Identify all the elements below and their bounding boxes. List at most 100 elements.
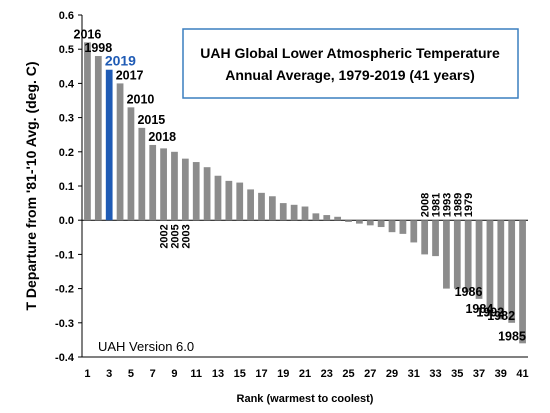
x-tick-label: 21 bbox=[299, 368, 311, 380]
bar-rank-30 bbox=[399, 220, 407, 234]
x-axis-label: Rank (warmest to coolest) bbox=[237, 393, 374, 405]
x-tick-label: 9 bbox=[171, 368, 177, 380]
bar-rank-28 bbox=[377, 220, 385, 228]
x-tick-label: 31 bbox=[408, 368, 420, 380]
version-annotation: UAH Version 6.0 bbox=[98, 339, 194, 354]
x-tick-label: 39 bbox=[495, 368, 507, 380]
bar-rank-32 bbox=[421, 220, 429, 255]
y-tick-label: -0.2 bbox=[55, 284, 74, 296]
bar-rank-29 bbox=[388, 220, 396, 233]
year-label-2019: 2019 bbox=[105, 53, 136, 69]
x-tick-label: 17 bbox=[255, 368, 267, 380]
axes bbox=[78, 14, 528, 358]
y-tick-label: -0.3 bbox=[55, 318, 74, 330]
x-tick-label: 13 bbox=[212, 368, 224, 380]
year-label-1993: 1993 bbox=[441, 193, 453, 217]
bar-rank-15 bbox=[236, 182, 244, 221]
bar-rank-39 bbox=[497, 220, 505, 320]
y-tick-label: 0.1 bbox=[59, 181, 74, 193]
year-label-2010: 2010 bbox=[127, 92, 155, 106]
x-tick-label: 5 bbox=[128, 368, 134, 380]
x-tick-label: 23 bbox=[321, 368, 333, 380]
x-tick-label: 7 bbox=[150, 368, 156, 380]
bar-rank-1 bbox=[84, 42, 91, 221]
bar-rank-4 bbox=[116, 83, 124, 221]
year-label-2018: 2018 bbox=[148, 130, 176, 144]
bar-rank-3 bbox=[105, 69, 113, 221]
x-tick-label: 35 bbox=[451, 368, 463, 380]
year-label-2005: 2005 bbox=[169, 224, 181, 248]
bar-rank-40 bbox=[508, 220, 516, 323]
chart-title-line-1: UAH Global Lower Atmospheric Temperature bbox=[200, 45, 500, 61]
year-label-1992: 1992 bbox=[476, 305, 504, 319]
bar-rank-7 bbox=[149, 144, 157, 221]
x-tick-label: 25 bbox=[342, 368, 354, 380]
bar-rank-38 bbox=[486, 220, 494, 316]
x-tick-label: 19 bbox=[277, 368, 289, 380]
year-label-1986: 1986 bbox=[455, 285, 483, 299]
x-tick-label: 11 bbox=[190, 368, 202, 380]
bar-rank-24 bbox=[334, 216, 342, 221]
year-label-2008: 2008 bbox=[420, 193, 432, 217]
bar-rank-17 bbox=[258, 192, 265, 221]
x-tick-label: 1 bbox=[84, 368, 90, 380]
bar-rank-14 bbox=[225, 180, 233, 221]
bar-rank-27 bbox=[366, 220, 374, 226]
y-tick-label: 0.0 bbox=[59, 215, 74, 227]
year-label-1982: 1982 bbox=[487, 309, 515, 323]
bar-rank-2 bbox=[94, 56, 102, 221]
year-label-2017: 2017 bbox=[116, 68, 144, 82]
x-tick-label: 3 bbox=[106, 368, 112, 380]
y-tick-label: 0.5 bbox=[59, 44, 74, 56]
bar-rank-41 bbox=[519, 220, 526, 344]
bar-rank-8 bbox=[160, 148, 167, 221]
bar-rank-22 bbox=[312, 213, 320, 221]
x-tick-label: 41 bbox=[516, 368, 528, 380]
bar-rank-11 bbox=[192, 162, 200, 221]
bar-rank-5 bbox=[127, 107, 135, 221]
year-label-1989: 1989 bbox=[452, 193, 464, 217]
bar-rank-10 bbox=[181, 158, 189, 221]
y-tick-label: -0.4 bbox=[55, 352, 75, 364]
bar-rank-13 bbox=[214, 175, 222, 221]
x-tick-label: 33 bbox=[429, 368, 441, 380]
bar-rank-9 bbox=[171, 151, 178, 221]
title-box bbox=[182, 28, 519, 99]
y-tick-label: 0.4 bbox=[59, 78, 75, 90]
bar-rank-33 bbox=[432, 220, 439, 257]
x-tick-label: 29 bbox=[386, 368, 398, 380]
bar-rank-26 bbox=[356, 220, 363, 224]
y-tick-label: 0.6 bbox=[59, 10, 74, 22]
x-tick-label: 37 bbox=[473, 368, 485, 380]
bar-rank-19 bbox=[279, 203, 287, 221]
bar-rank-20 bbox=[290, 204, 298, 221]
year-label-2015: 2015 bbox=[137, 113, 165, 127]
year-label-1984: 1984 bbox=[465, 302, 493, 316]
bar-rank-21 bbox=[301, 206, 309, 221]
bar-rank-31 bbox=[410, 220, 418, 243]
year-label-1998: 1998 bbox=[84, 41, 112, 55]
x-tick-label: 27 bbox=[364, 368, 376, 380]
y-axis-label: T Departure from '81-'10 Avg. (deg. C) bbox=[23, 61, 39, 310]
y-tick-label: 0.3 bbox=[59, 113, 74, 125]
bars bbox=[84, 42, 526, 344]
bar-rank-16 bbox=[247, 189, 254, 221]
y-tick-label: 0.2 bbox=[59, 147, 74, 159]
year-label-1985: 1985 bbox=[498, 329, 526, 343]
year-label-2003: 2003 bbox=[180, 224, 192, 248]
bar-rank-23 bbox=[323, 215, 331, 221]
year-label-1979: 1979 bbox=[463, 193, 475, 217]
bar-rank-35 bbox=[453, 220, 461, 289]
y-tick-label: -0.1 bbox=[55, 249, 74, 261]
bar-rank-25 bbox=[345, 220, 352, 222]
year-label-1981: 1981 bbox=[431, 193, 443, 217]
bar-rank-12 bbox=[203, 167, 211, 221]
tick-labels: 0.60.50.40.30.20.10.0-0.1-0.2-0.3-0.41 3 5… bbox=[55, 10, 529, 380]
bar-rank-34 bbox=[443, 220, 450, 289]
bar-rank-36 bbox=[464, 220, 472, 293]
bar-rank-37 bbox=[475, 220, 483, 299]
bar-rank-18 bbox=[268, 196, 276, 221]
year-label-2002: 2002 bbox=[159, 224, 171, 248]
